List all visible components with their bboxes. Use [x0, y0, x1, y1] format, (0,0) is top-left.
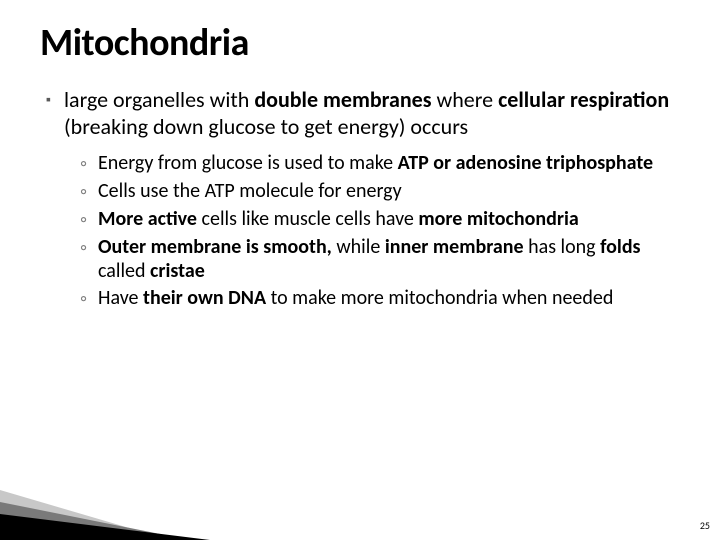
sub-bullet: ◦More active cells like muscle cells hav… [80, 207, 680, 233]
wedge-mid [0, 502, 190, 540]
sub-bullet: ◦Have their own DNA to make more mitocho… [80, 286, 680, 312]
body-content: ▪ large organelles with double membranes… [40, 86, 680, 312]
sub-bullet-list: ◦Energy from glucose is used to make ATP… [46, 151, 680, 312]
sub-bullet: ◦Energy from glucose is used to make ATP… [80, 151, 680, 177]
page-number: 25 [700, 519, 710, 532]
sub-bullet-text: Have their own DNA to make more mitochon… [98, 286, 680, 312]
sub-bullet-icon: ◦ [80, 151, 98, 177]
main-bullet-text: large organelles with double membranes w… [64, 86, 680, 141]
sub-bullet-icon: ◦ [80, 207, 98, 233]
sub-bullet-text: Outer membrane is smooth, while inner me… [98, 235, 680, 284]
sub-bullet-icon: ◦ [80, 286, 98, 312]
slide-title: Mitochondria [40, 24, 680, 64]
sub-bullet-icon: ◦ [80, 235, 98, 284]
bullet-icon: ▪ [46, 86, 64, 141]
wedge-light [0, 490, 170, 540]
sub-bullet: ◦Cells use the ATP molecule for energy [80, 179, 680, 205]
main-bullet: ▪ large organelles with double membranes… [46, 86, 680, 141]
sub-bullet-text: More active cells like muscle cells have… [98, 207, 680, 233]
decorative-wedge [0, 470, 210, 540]
sub-bullet: ◦Outer membrane is smooth, while inner m… [80, 235, 680, 284]
sub-bullet-text: Cells use the ATP molecule for energy [98, 179, 680, 205]
sub-bullet-text: Energy from glucose is used to make ATP … [98, 151, 680, 177]
sub-bullet-icon: ◦ [80, 179, 98, 205]
wedge-dark [0, 514, 210, 540]
slide: Mitochondria ▪ large organelles with dou… [0, 0, 720, 540]
